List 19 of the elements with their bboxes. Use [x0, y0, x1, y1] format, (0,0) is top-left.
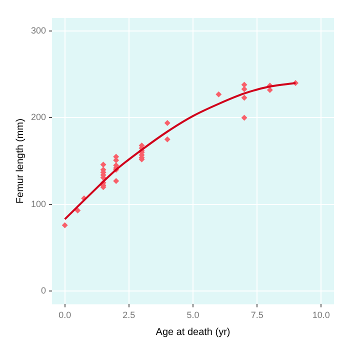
y-tick-label: 300: [30, 25, 46, 36]
point: [62, 222, 68, 228]
y-tick-label: 200: [30, 112, 46, 122]
x-tick-label: 5.0: [186, 310, 200, 320]
point: [164, 120, 170, 126]
y-tick-label: 0: [41, 286, 46, 296]
point: [113, 178, 120, 184]
y-tick-label: 100: [30, 198, 46, 209]
point: [164, 136, 170, 142]
point: [216, 91, 222, 98]
point: [241, 114, 248, 121]
x-tick-label: 2.5: [122, 310, 136, 320]
x-tick-label: 7.5: [250, 310, 264, 320]
x-axis-title: Age at death (yr): [156, 326, 230, 338]
x-tick-label: 0.0: [58, 310, 72, 320]
x-tick-label: 10.0: [312, 310, 330, 320]
point: [241, 94, 248, 101]
point: [100, 162, 106, 168]
y-axis-title: Femur length (mm): [14, 118, 26, 204]
